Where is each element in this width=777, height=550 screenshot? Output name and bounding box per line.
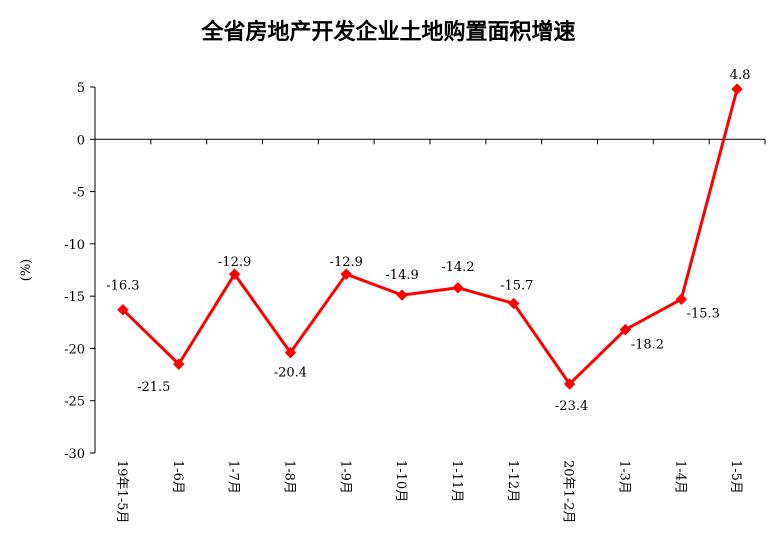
y-tick-label: -30 bbox=[64, 447, 85, 462]
data-label: -21.5 bbox=[137, 380, 170, 395]
data-label: -16.3 bbox=[106, 279, 139, 294]
data-label: -15.3 bbox=[687, 306, 720, 321]
data-label: -14.9 bbox=[385, 268, 418, 283]
data-point-marker bbox=[117, 304, 129, 316]
data-point-marker bbox=[284, 346, 297, 359]
x-axis: 19年1-5月 1-6月 1-7月 1-8月 1-9月 1-10月 1-11月 1-12月 20… bbox=[94, 138, 766, 523]
x-tick-label: 20年1-2月 bbox=[561, 460, 576, 523]
y-tick-label: 5 bbox=[77, 81, 85, 96]
data-label: -18.2 bbox=[631, 338, 664, 353]
x-tick-label: 1-10月 bbox=[393, 460, 408, 502]
x-tick-label: 1-4月 bbox=[672, 460, 687, 494]
data-label: -12.9 bbox=[330, 255, 363, 270]
series-line-path bbox=[121, 88, 739, 386]
data-point-marker bbox=[619, 323, 632, 336]
x-tick-label: 1-9月 bbox=[337, 460, 352, 494]
y-tick-label: -15 bbox=[64, 290, 85, 305]
x-tick-label: 1-12月 bbox=[505, 460, 520, 502]
x-tick-label: 19年1-5月 bbox=[114, 460, 129, 523]
y-tick-label: -10 bbox=[64, 238, 85, 253]
y-tick-label: -20 bbox=[64, 342, 85, 357]
data-label: 4.8 bbox=[730, 68, 751, 83]
data-point-marker bbox=[731, 83, 743, 95]
data-point-marker bbox=[396, 289, 408, 301]
data-label: -12.9 bbox=[218, 255, 251, 270]
x-tick-label: 1-3月 bbox=[616, 460, 631, 494]
x-tick-label: 1-6月 bbox=[170, 460, 185, 494]
data-point-marker bbox=[675, 293, 687, 305]
x-tick-label: 1-11月 bbox=[449, 460, 464, 502]
data-point-marker bbox=[228, 268, 241, 280]
y-tick-label: -25 bbox=[64, 395, 85, 410]
y-axis-label: (%) bbox=[19, 259, 34, 282]
series-line bbox=[117, 83, 743, 390]
data-point-marker bbox=[508, 297, 520, 310]
x-tick-label: 1-5月 bbox=[728, 460, 743, 494]
x-tick-label: 1-8月 bbox=[281, 460, 296, 494]
data-label: -23.4 bbox=[555, 399, 588, 414]
data-point-marker bbox=[340, 268, 352, 280]
data-labels: -16.3 -21.5 -12.9 -20.4 -12.9 -14.9 -14.2 -15.7… bbox=[106, 68, 750, 414]
y-tick-label: 0 bbox=[77, 133, 85, 148]
data-label: -20.4 bbox=[274, 366, 307, 381]
data-point-marker bbox=[563, 378, 576, 390]
data-label: -15.7 bbox=[500, 278, 533, 293]
data-point-marker bbox=[452, 282, 464, 294]
x-tick-label: 1-7月 bbox=[226, 460, 241, 494]
y-tick-label: -5 bbox=[72, 186, 85, 201]
data-point-marker bbox=[173, 358, 185, 370]
chart-title: 全省房地产开发企业土地购置面积增速 bbox=[201, 20, 576, 45]
data-label: -14.2 bbox=[441, 260, 474, 275]
y-axis: 5 0 -5 -10 -15 -20 -25 -30 (%) bbox=[19, 81, 96, 462]
